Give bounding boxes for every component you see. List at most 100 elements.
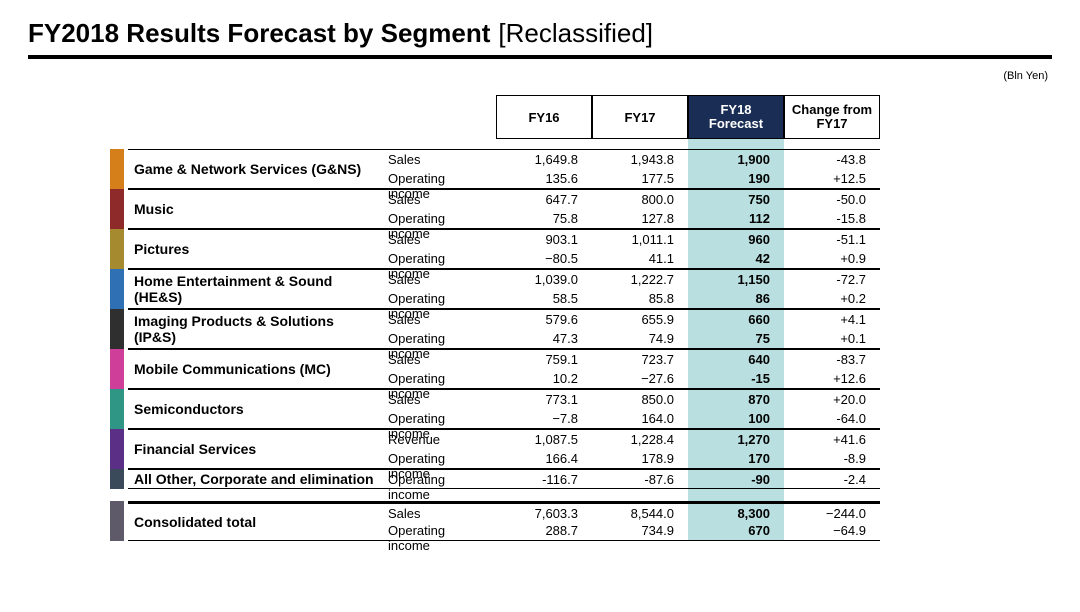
val-fy16: 579.6 [496, 309, 592, 329]
val-fy17: 1,222.7 [592, 269, 688, 289]
metric-label: Sales [380, 229, 496, 249]
metric-label: Sales [380, 501, 496, 521]
val-fy18: 112 [688, 209, 784, 229]
segment-color-tag [110, 309, 124, 349]
gap [688, 139, 784, 149]
segment-name: Financial Services [128, 429, 380, 469]
val-fy17: 850.0 [592, 389, 688, 409]
metric-label: Operating income [380, 409, 496, 429]
val-fy17: −27.6 [592, 369, 688, 389]
val-change: -72.7 [784, 269, 880, 289]
val-change: +0.9 [784, 249, 880, 269]
col-header-change: Change from FY17 [784, 95, 880, 139]
metric-label: Sales [380, 349, 496, 369]
val-change: +41.6 [784, 429, 880, 449]
val-fy18: 660 [688, 309, 784, 329]
segment-color-tag [110, 389, 124, 429]
val-fy16: −80.5 [496, 249, 592, 269]
val-fy16: 1,649.8 [496, 149, 592, 169]
metric-label: Sales [380, 149, 496, 169]
gap [128, 489, 380, 501]
segment-name-total: Consolidated total [128, 501, 380, 541]
val-change: -2.4 [784, 469, 880, 489]
val-change: -83.7 [784, 349, 880, 369]
title-bold: FY2018 Results Forecast by Segment [28, 18, 490, 49]
gap [380, 489, 496, 501]
val-fy16: 7,603.3 [496, 501, 592, 521]
metric-label: Sales [380, 269, 496, 289]
val-change: +12.6 [784, 369, 880, 389]
val-fy17: 8,544.0 [592, 501, 688, 521]
metric-label: Operating income [380, 169, 496, 189]
val-fy16: 759.1 [496, 349, 592, 369]
segment-color-tags [110, 149, 124, 541]
val-fy16: 903.1 [496, 229, 592, 249]
val-fy16: 773.1 [496, 389, 592, 409]
val-fy18: 640 [688, 349, 784, 369]
val-fy17: 800.0 [592, 189, 688, 209]
metric-label: Operating income [380, 209, 496, 229]
segment-color-tag [110, 469, 124, 489]
metric-label: Sales [380, 389, 496, 409]
val-fy16: 47.3 [496, 329, 592, 349]
segment-name: Music [128, 189, 380, 229]
segment-color-tag [110, 429, 124, 469]
gap [496, 139, 592, 149]
val-fy16: −7.8 [496, 409, 592, 429]
val-fy18: -90 [688, 469, 784, 489]
segment-name: Semiconductors [128, 389, 380, 429]
val-fy17: 655.9 [592, 309, 688, 329]
val-change: +12.5 [784, 169, 880, 189]
val-fy18: 1,270 [688, 429, 784, 449]
val-fy18: 1,150 [688, 269, 784, 289]
forecast-table: FY16FY17FY18 ForecastChange from FY17Gam… [128, 95, 1018, 541]
val-fy18: 100 [688, 409, 784, 429]
metric-label: Operating income [380, 369, 496, 389]
val-fy17: 1,228.4 [592, 429, 688, 449]
val-fy17: 1,011.1 [592, 229, 688, 249]
val-fy17: 734.9 [592, 521, 688, 541]
segment-name: Mobile Communications (MC) [128, 349, 380, 389]
val-fy18: 960 [688, 229, 784, 249]
val-change: +4.1 [784, 309, 880, 329]
val-change: −64.9 [784, 521, 880, 541]
val-change: +20.0 [784, 389, 880, 409]
val-fy16: 647.7 [496, 189, 592, 209]
val-fy18: 670 [688, 521, 784, 541]
val-change: −244.0 [784, 501, 880, 521]
segment-color-tag [110, 149, 124, 189]
segment-name: Pictures [128, 229, 380, 269]
val-fy18: 75 [688, 329, 784, 349]
metric-label: Operating income [380, 449, 496, 469]
title-row: FY2018 Results Forecast by Segment [Recl… [28, 18, 1052, 49]
val-fy18: 170 [688, 449, 784, 469]
val-change: -8.9 [784, 449, 880, 469]
val-change: -15.8 [784, 209, 880, 229]
metric-label: Operating income [380, 521, 496, 541]
segment-color-tag [110, 269, 124, 309]
gap [688, 489, 784, 501]
gap [592, 489, 688, 501]
val-fy16: 135.6 [496, 169, 592, 189]
col-header-fy17: FY17 [592, 95, 688, 139]
hdr-blank-metric [380, 95, 496, 139]
underline-thick [28, 56, 1052, 59]
val-fy17: 41.1 [592, 249, 688, 269]
gap [784, 139, 880, 149]
gap [784, 489, 880, 501]
segment-name: Game & Network Services (G&NS) [128, 149, 380, 189]
metric-label: Operating income [380, 249, 496, 269]
val-fy18: 750 [688, 189, 784, 209]
val-change: +0.1 [784, 329, 880, 349]
gap [592, 139, 688, 149]
gap [380, 139, 496, 149]
val-change: +0.2 [784, 289, 880, 309]
val-fy16: 10.2 [496, 369, 592, 389]
val-fy18: -15 [688, 369, 784, 389]
val-fy18: 8,300 [688, 501, 784, 521]
val-fy16: 1,039.0 [496, 269, 592, 289]
segment-name: All Other, Corporate and elimination [128, 469, 380, 489]
val-fy17: 1,943.8 [592, 149, 688, 169]
val-fy16: 75.8 [496, 209, 592, 229]
metric-label: Sales [380, 189, 496, 209]
